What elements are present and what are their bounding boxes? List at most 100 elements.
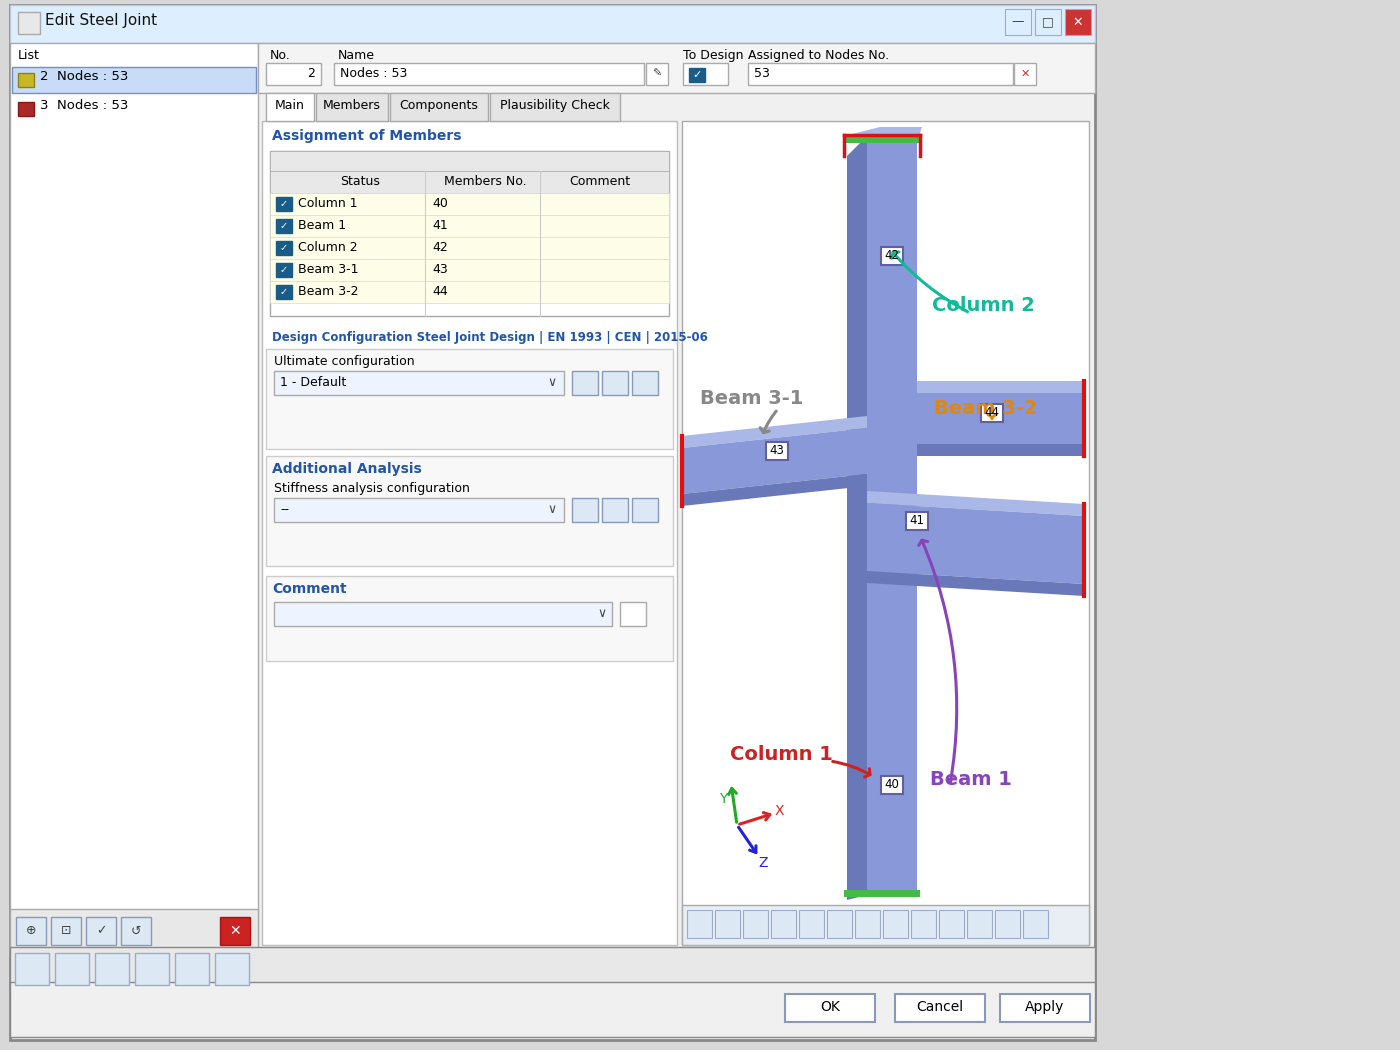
Polygon shape: [682, 428, 867, 494]
Text: ✕: ✕: [1021, 69, 1029, 79]
Text: 2  Nodes : 53: 2 Nodes : 53: [41, 70, 129, 83]
FancyBboxPatch shape: [799, 910, 825, 938]
FancyBboxPatch shape: [1035, 9, 1061, 35]
Text: No.: No.: [270, 49, 291, 62]
FancyBboxPatch shape: [270, 151, 669, 316]
FancyBboxPatch shape: [1014, 63, 1036, 85]
FancyBboxPatch shape: [134, 953, 169, 985]
Polygon shape: [867, 491, 1084, 516]
FancyBboxPatch shape: [95, 953, 129, 985]
FancyBboxPatch shape: [50, 917, 81, 945]
Text: 43: 43: [770, 444, 784, 457]
FancyBboxPatch shape: [258, 43, 1095, 93]
FancyBboxPatch shape: [13, 96, 256, 122]
FancyBboxPatch shape: [10, 982, 1095, 1037]
Text: Additional Analysis: Additional Analysis: [272, 462, 421, 476]
Text: Column 1: Column 1: [729, 746, 833, 764]
FancyBboxPatch shape: [995, 910, 1021, 938]
Text: ↺: ↺: [130, 924, 141, 938]
Text: Nodes : 53: Nodes : 53: [340, 67, 407, 80]
Text: Design Configuration Steel Joint Design | EN 1993 | CEN | 2015-06: Design Configuration Steel Joint Design …: [272, 331, 708, 344]
FancyBboxPatch shape: [689, 68, 706, 82]
Text: Beam 3-2: Beam 3-2: [934, 399, 1037, 418]
FancyBboxPatch shape: [748, 63, 1014, 85]
Text: 2: 2: [307, 67, 315, 80]
FancyBboxPatch shape: [274, 602, 612, 626]
Text: 41: 41: [910, 514, 924, 527]
FancyBboxPatch shape: [743, 910, 769, 938]
Text: Column 2: Column 2: [932, 296, 1035, 315]
Text: Ultimate configuration: Ultimate configuration: [274, 355, 414, 368]
FancyBboxPatch shape: [18, 102, 34, 116]
FancyBboxPatch shape: [10, 43, 258, 956]
Text: Plausibility Check: Plausibility Check: [500, 99, 610, 112]
FancyBboxPatch shape: [13, 67, 256, 93]
Text: Beam 1: Beam 1: [298, 219, 346, 232]
FancyBboxPatch shape: [270, 193, 669, 215]
FancyBboxPatch shape: [316, 93, 388, 121]
Text: Status: Status: [340, 175, 379, 188]
Text: 43: 43: [433, 262, 448, 276]
FancyBboxPatch shape: [827, 910, 853, 938]
FancyBboxPatch shape: [85, 917, 116, 945]
FancyBboxPatch shape: [602, 498, 629, 522]
Text: OK: OK: [820, 1000, 840, 1014]
FancyBboxPatch shape: [270, 259, 669, 281]
FancyBboxPatch shape: [220, 917, 251, 945]
Text: 3  Nodes : 53: 3 Nodes : 53: [41, 99, 129, 112]
FancyBboxPatch shape: [682, 905, 1089, 945]
Text: —: —: [1012, 16, 1025, 28]
FancyBboxPatch shape: [490, 93, 620, 121]
Text: Assigned to Nodes No.: Assigned to Nodes No.: [748, 49, 889, 62]
Text: Column 1: Column 1: [298, 197, 357, 210]
Text: 40: 40: [433, 197, 448, 210]
FancyBboxPatch shape: [10, 5, 1095, 43]
Polygon shape: [844, 127, 923, 136]
FancyBboxPatch shape: [573, 371, 598, 395]
FancyBboxPatch shape: [620, 602, 645, 626]
FancyBboxPatch shape: [270, 215, 669, 237]
Text: Edit Steel Joint: Edit Steel Joint: [45, 13, 157, 28]
FancyBboxPatch shape: [715, 910, 741, 938]
FancyBboxPatch shape: [687, 910, 713, 938]
Text: Main: Main: [274, 99, 305, 112]
Text: List: List: [18, 49, 39, 62]
FancyBboxPatch shape: [270, 171, 669, 193]
Text: Z: Z: [759, 856, 767, 870]
Text: Column 2: Column 2: [298, 242, 357, 254]
Text: Comment: Comment: [272, 582, 347, 596]
Text: ✎: ✎: [652, 69, 662, 79]
Text: Beam 3-1: Beam 3-1: [700, 388, 804, 408]
FancyBboxPatch shape: [881, 247, 903, 265]
FancyBboxPatch shape: [10, 947, 1095, 995]
Text: Stiffness analysis configuration: Stiffness analysis configuration: [274, 482, 470, 495]
FancyBboxPatch shape: [967, 910, 993, 938]
Text: 41: 41: [433, 219, 448, 232]
Text: To Design: To Design: [683, 49, 743, 62]
FancyBboxPatch shape: [270, 237, 669, 259]
FancyBboxPatch shape: [939, 910, 965, 938]
Text: Apply: Apply: [1025, 1000, 1064, 1014]
Text: ∨: ∨: [547, 503, 557, 516]
Text: ✓: ✓: [280, 243, 288, 253]
Polygon shape: [682, 416, 867, 448]
Text: X: X: [774, 804, 784, 818]
FancyBboxPatch shape: [895, 994, 986, 1022]
Text: 44: 44: [433, 285, 448, 298]
Polygon shape: [867, 136, 917, 895]
Text: ⊕: ⊕: [25, 924, 36, 938]
FancyBboxPatch shape: [10, 909, 258, 956]
FancyBboxPatch shape: [120, 917, 151, 945]
FancyBboxPatch shape: [266, 93, 314, 121]
FancyBboxPatch shape: [216, 953, 249, 985]
FancyBboxPatch shape: [881, 776, 903, 794]
Text: 42: 42: [433, 242, 448, 254]
FancyBboxPatch shape: [10, 5, 1095, 1040]
FancyBboxPatch shape: [883, 910, 909, 938]
Text: ✓: ✓: [280, 200, 288, 209]
Polygon shape: [917, 381, 1084, 393]
Text: --: --: [280, 503, 288, 516]
Text: ✓: ✓: [95, 924, 106, 938]
FancyBboxPatch shape: [266, 349, 673, 449]
Text: ⊡: ⊡: [60, 924, 71, 938]
